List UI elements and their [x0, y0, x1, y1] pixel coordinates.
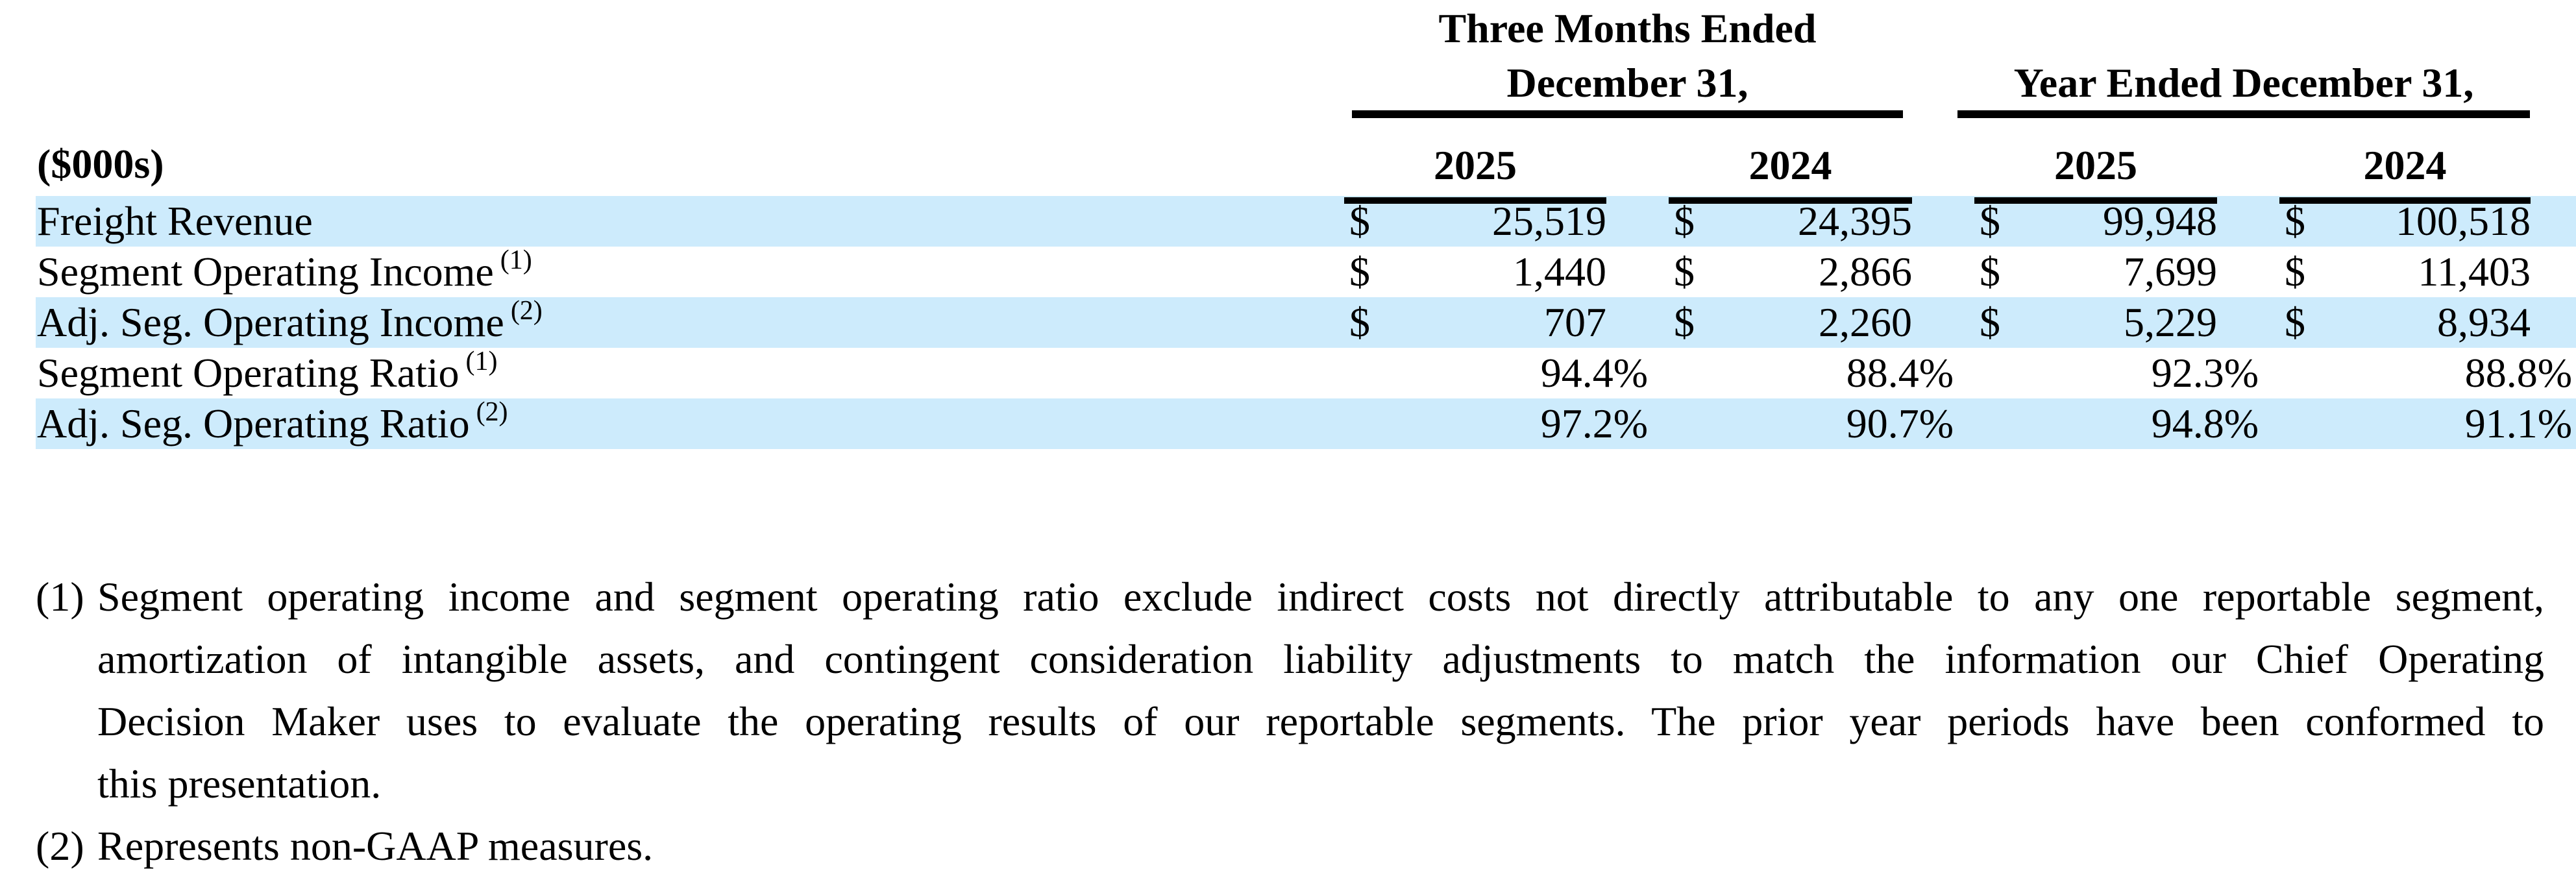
- currency-symbol: $: [2285, 299, 2305, 345]
- footnote-text: Represents non-GAAP measures.: [97, 823, 654, 869]
- cell-value: 94.8%: [2151, 400, 2259, 446]
- row-label: Adj. Seg. Operating Ratio: [37, 400, 470, 446]
- year-header-y-2025: 2025: [1974, 118, 2217, 204]
- table-row-adj-seg-operating-ratio: Adj. Seg. Operating Ratio (2) 97.2% 90.7%…: [36, 398, 2576, 449]
- year-header-q-2025: 2025: [1344, 118, 1606, 204]
- currency-symbol: $: [2285, 249, 2305, 295]
- currency-symbol: $: [1980, 198, 2000, 244]
- row-label: Segment Operating Income: [37, 249, 494, 295]
- table-row-segment-operating-ratio: Segment Operating Ratio (1) 94.4% 88.4% 9…: [36, 348, 2576, 398]
- cell-value: 88.4%: [1846, 350, 1954, 396]
- cell-value: 100,518: [2396, 198, 2531, 244]
- group-title-line2: Year Ended December 31,: [2013, 60, 2474, 106]
- cell-value: 2,866: [1819, 249, 1912, 295]
- cell-value: 92.3%: [2151, 350, 2259, 396]
- row-footnote-ref: (1): [500, 245, 532, 275]
- currency-symbol: $: [1980, 299, 2000, 345]
- row-footnote-ref: (2): [510, 295, 543, 326]
- cell-value: 88.8%: [2464, 350, 2572, 396]
- row-footnote-ref: (2): [476, 396, 508, 427]
- group-title-line2: December 31,: [1506, 60, 1748, 106]
- cell-value: 90.7%: [1846, 400, 1954, 446]
- cell-value: 11,403: [2418, 249, 2531, 295]
- cell-value: 8,934: [2437, 299, 2531, 345]
- table-row-adj-seg-operating-income: Adj. Seg. Operating Income (2) $707 $2,26…: [36, 297, 2576, 348]
- cell-value: 24,395: [1798, 198, 1912, 244]
- row-footnote-ref: (1): [465, 346, 498, 376]
- row-label: Segment Operating Ratio: [37, 350, 460, 396]
- cell-value: 1,440: [1513, 249, 1606, 295]
- currency-symbol: $: [1674, 249, 1695, 295]
- footnote-2: (2) Represents non-GAAP measures.: [36, 815, 2544, 877]
- cell-value: 97.2%: [1540, 400, 1648, 446]
- table-row-freight-revenue: Freight Revenue $25,519 $24,395 $99,948 …: [36, 196, 2576, 247]
- units-label: ($000s): [37, 141, 164, 187]
- group-title-line1: Three Months Ended: [1438, 5, 1817, 51]
- cell-value: 99,948: [2103, 198, 2217, 244]
- footnote-marker: (1): [36, 574, 84, 620]
- row-label: Freight Revenue: [37, 198, 313, 244]
- currency-symbol: $: [1980, 249, 2000, 295]
- table-year-header-row: ($000s) 2025 2024 2025 2024: [36, 118, 2576, 204]
- table-row-segment-operating-income: Segment Operating Income (1) $1,440 $2,86…: [36, 247, 2576, 297]
- footnote-1: (1) Segment operating income and segment…: [36, 566, 2544, 815]
- label-column-spacer: [36, 1, 1327, 118]
- currency-symbol: $: [1349, 198, 1370, 244]
- cell-value: 7,699: [2124, 249, 2217, 295]
- currency-symbol: $: [1674, 198, 1695, 244]
- currency-symbol: $: [2285, 198, 2305, 244]
- group-header-three-months: Three Months Ended December 31,: [1327, 1, 1957, 118]
- cell-value: 707: [1544, 299, 1606, 345]
- cell-value: 2,260: [1819, 299, 1912, 345]
- footnote-text: Segment operating income and segment ope…: [97, 574, 2544, 807]
- cell-value: 25,519: [1492, 198, 1606, 244]
- group-header-year-ended: Year Ended December 31,: [1957, 1, 2576, 118]
- group-title-line1: [1957, 1, 2530, 56]
- currency-symbol: $: [1674, 299, 1695, 345]
- table-group-header-row: Three Months Ended December 31, Year End…: [36, 1, 2576, 118]
- cell-value: 5,229: [2124, 299, 2217, 345]
- cell-value: 91.1%: [2464, 400, 2572, 446]
- segment-results-table: Three Months Ended December 31, Year End…: [36, 1, 2576, 449]
- currency-symbol: $: [1349, 249, 1370, 295]
- year-header-y-2024: 2024: [2279, 118, 2531, 204]
- row-label: Adj. Seg. Operating Income: [37, 299, 504, 345]
- year-header-q-2024: 2024: [1669, 118, 1912, 204]
- cell-value: 94.4%: [1540, 350, 1648, 396]
- footnote-marker: (2): [36, 823, 84, 869]
- footnotes-section: (1) Segment operating income and segment…: [36, 566, 2544, 877]
- currency-symbol: $: [1349, 299, 1370, 345]
